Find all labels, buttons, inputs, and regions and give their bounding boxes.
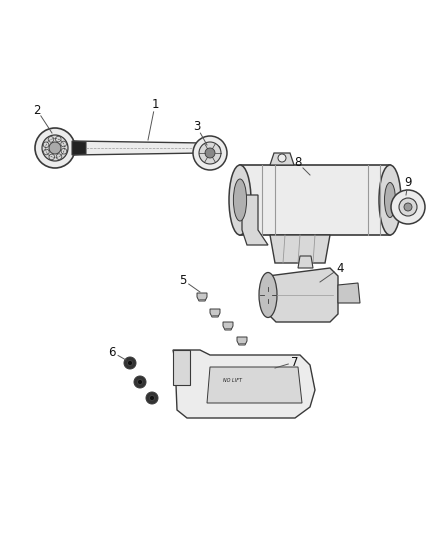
Text: 4: 4 <box>336 262 344 274</box>
Polygon shape <box>338 283 360 303</box>
Text: 1: 1 <box>151 99 159 111</box>
Text: 5: 5 <box>179 273 187 287</box>
Circle shape <box>399 198 417 216</box>
Text: NO LIFT: NO LIFT <box>223 377 242 383</box>
Polygon shape <box>173 350 315 418</box>
Circle shape <box>42 135 68 161</box>
Ellipse shape <box>385 182 396 217</box>
Circle shape <box>61 149 67 154</box>
Polygon shape <box>207 367 302 403</box>
Circle shape <box>138 379 142 384</box>
Polygon shape <box>298 256 313 268</box>
Polygon shape <box>197 293 207 301</box>
Circle shape <box>49 142 61 154</box>
Polygon shape <box>270 235 330 263</box>
Circle shape <box>149 395 155 400</box>
Circle shape <box>56 136 61 142</box>
Polygon shape <box>237 337 247 345</box>
Circle shape <box>216 146 220 150</box>
Polygon shape <box>242 195 268 245</box>
Text: 2: 2 <box>33 103 41 117</box>
Circle shape <box>278 154 286 162</box>
Text: 3: 3 <box>193 120 201 133</box>
Text: 8: 8 <box>294 157 302 169</box>
Circle shape <box>404 203 412 211</box>
Polygon shape <box>72 141 86 155</box>
Circle shape <box>61 141 67 147</box>
Circle shape <box>124 357 136 369</box>
Polygon shape <box>210 309 220 317</box>
Ellipse shape <box>259 272 277 318</box>
Circle shape <box>391 190 425 224</box>
Circle shape <box>127 360 133 366</box>
Circle shape <box>213 143 223 153</box>
Circle shape <box>35 128 75 168</box>
Polygon shape <box>72 141 203 155</box>
Circle shape <box>146 392 158 404</box>
Circle shape <box>205 148 215 158</box>
Text: 7: 7 <box>291 356 299 368</box>
Polygon shape <box>270 153 294 165</box>
Polygon shape <box>268 268 338 322</box>
Ellipse shape <box>229 165 251 235</box>
Polygon shape <box>173 350 190 385</box>
Polygon shape <box>223 322 233 330</box>
Circle shape <box>199 142 221 164</box>
Text: 9: 9 <box>404 176 412 190</box>
Ellipse shape <box>379 165 401 235</box>
Circle shape <box>48 136 54 142</box>
Ellipse shape <box>233 179 247 221</box>
Circle shape <box>193 136 227 170</box>
Circle shape <box>44 149 49 155</box>
Circle shape <box>134 376 146 388</box>
Circle shape <box>43 142 49 148</box>
Polygon shape <box>240 165 390 235</box>
Circle shape <box>56 154 62 159</box>
Circle shape <box>49 154 55 160</box>
Text: 6: 6 <box>108 345 116 359</box>
